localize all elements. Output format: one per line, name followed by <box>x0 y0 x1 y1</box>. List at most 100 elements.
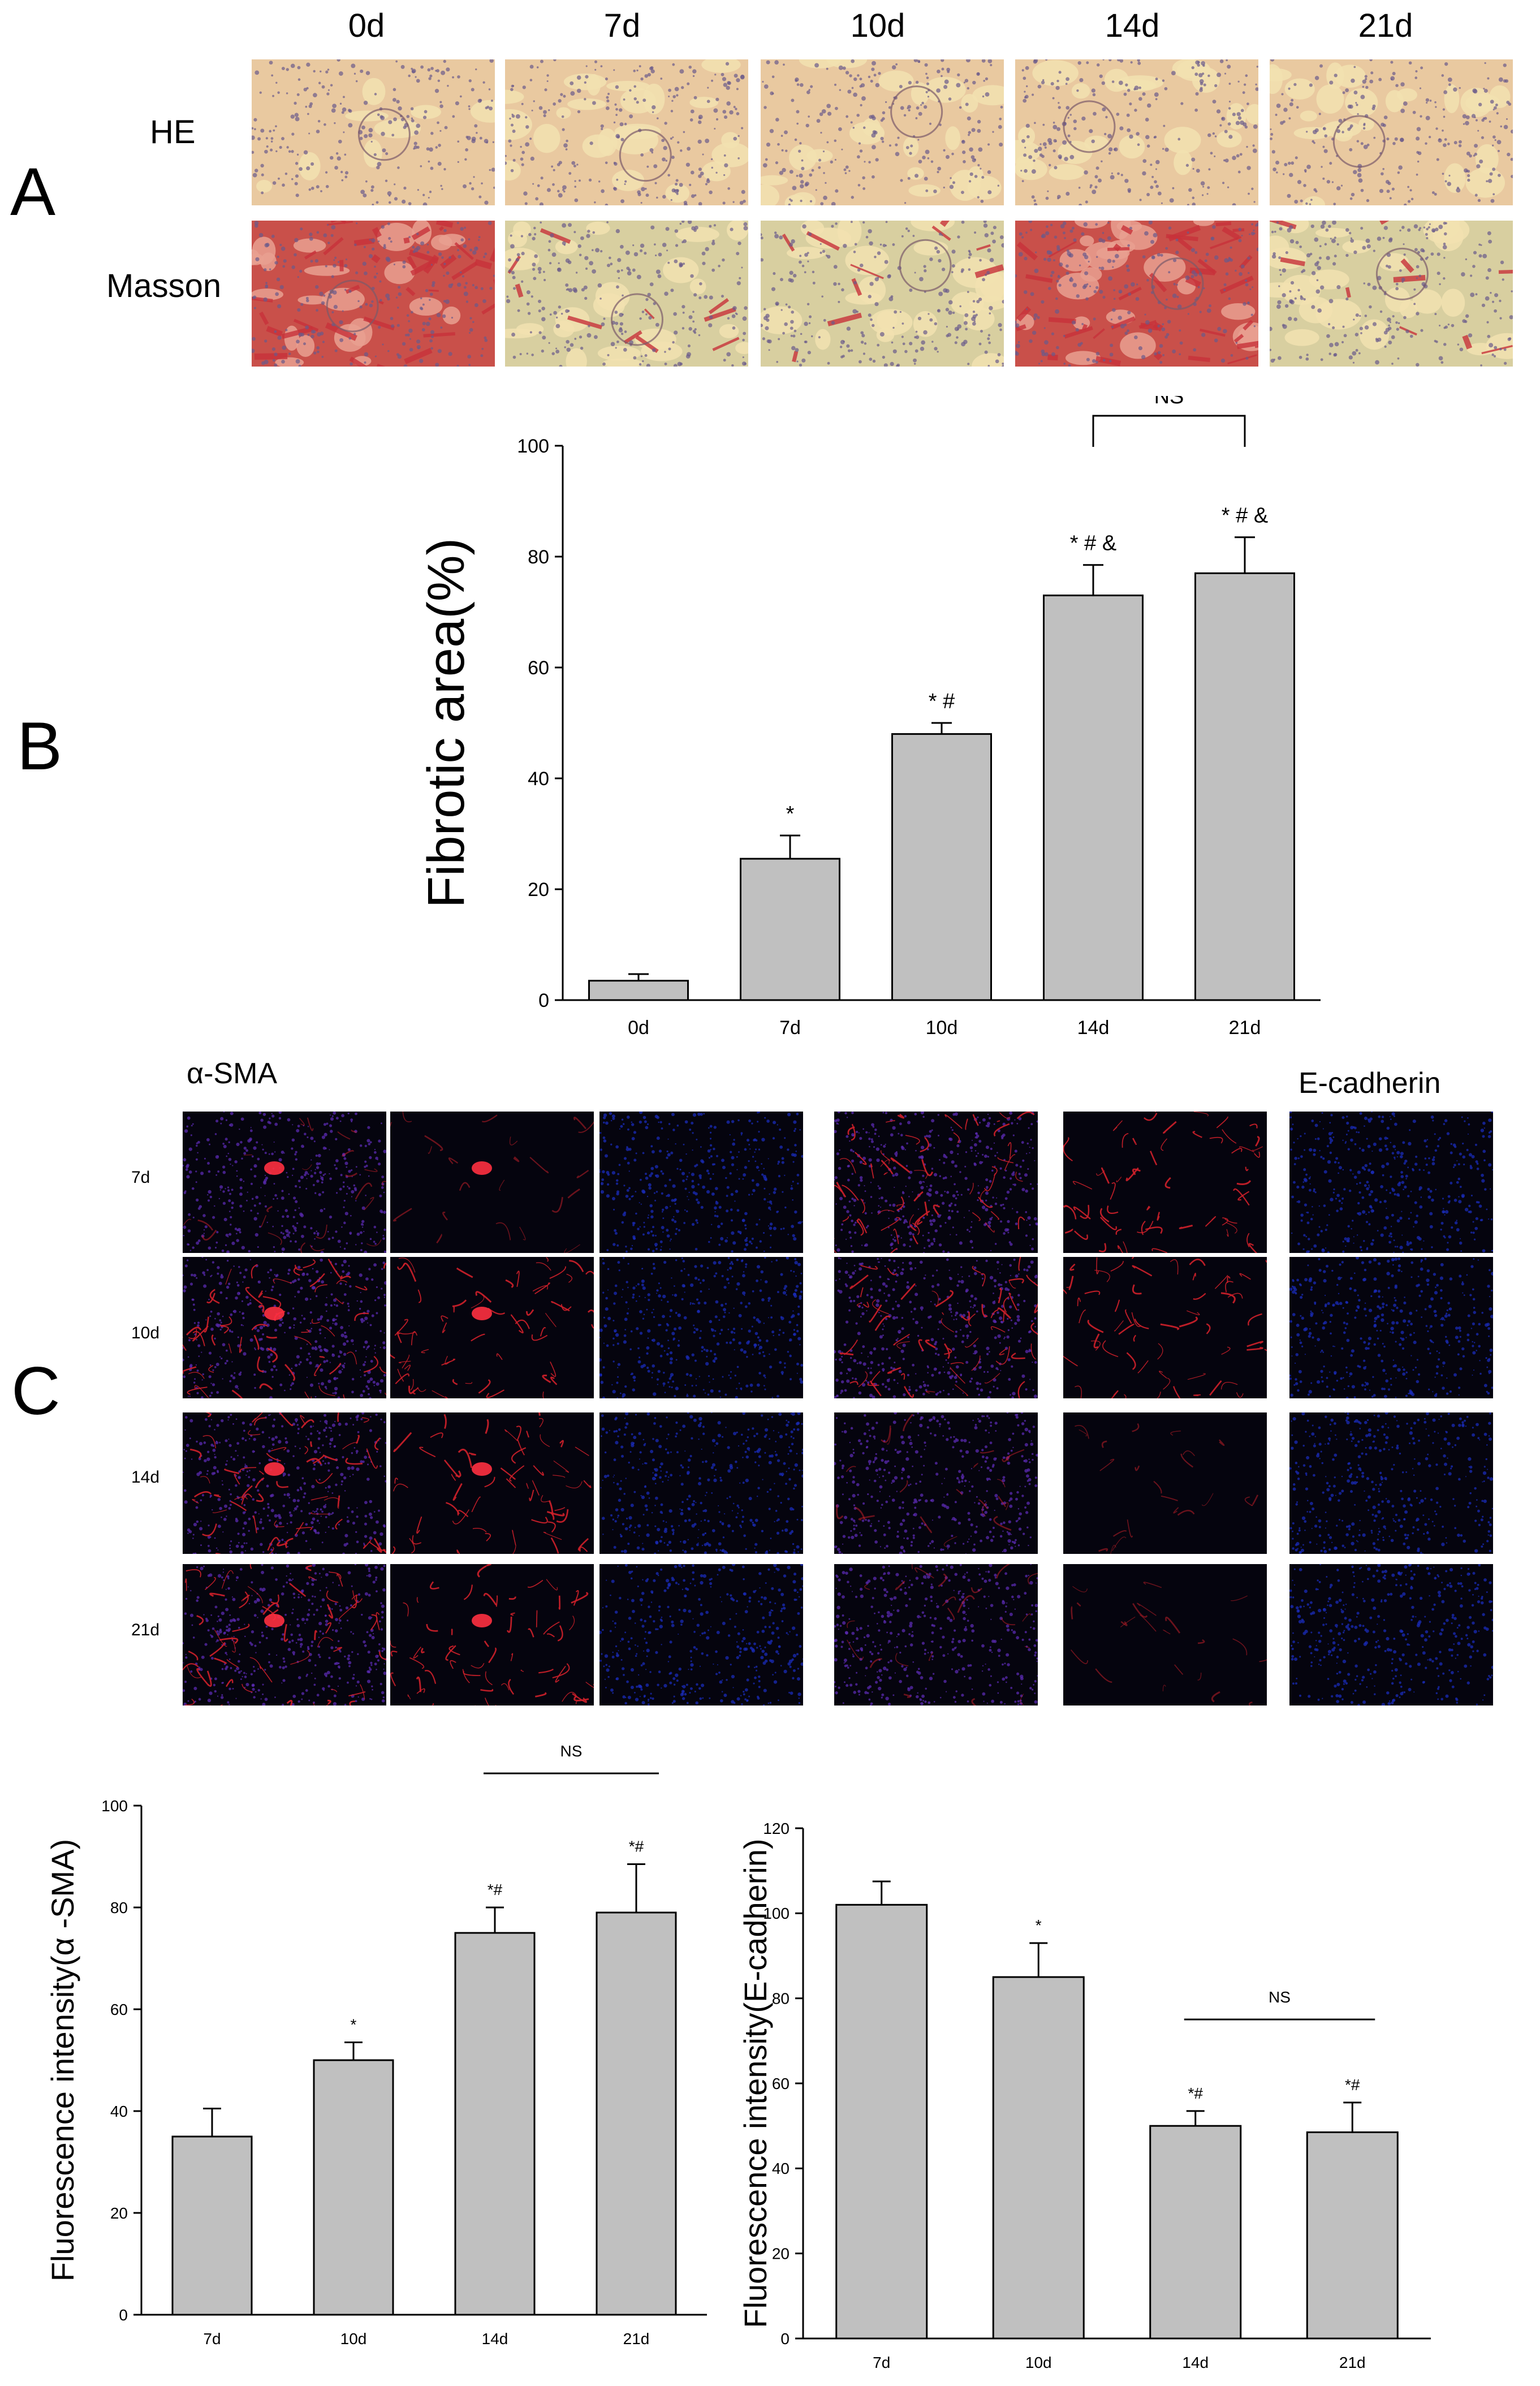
bar-21d <box>1306 2131 1399 2340</box>
fluorescence-tile-alpha-sma-dapi-21d <box>599 1564 803 1705</box>
fluorescence-tile-e-cadherin-merge-21d <box>834 1564 1038 1705</box>
significance-mark-21d: *# <box>1345 2076 1360 2094</box>
y-tick-label: 40 <box>772 2160 790 2177</box>
y-axis-label: Fluorescence intensity(E-cadherin) <box>737 1838 773 2328</box>
bar-14d <box>1043 595 1144 1001</box>
fluorescence-tile-e-cadherin-merge-14d <box>834 1412 1038 1554</box>
panel-c-row-label-7d: 7d <box>131 1168 150 1187</box>
y-tick-label: 0 <box>119 2306 128 2324</box>
fluorescence-tile-alpha-sma-signal-21d <box>390 1564 594 1705</box>
fluorescence-tile-alpha-sma-signal-14d <box>390 1412 594 1554</box>
bar-7d <box>835 1903 928 2340</box>
bar-7d <box>171 2135 253 2316</box>
panel-letter-a: A <box>10 154 56 230</box>
panel-c-row-label-14d: 14d <box>131 1468 160 1487</box>
significance-mark-14d: *# <box>488 1881 503 1898</box>
panel-a-col-label-0d: 0d <box>348 7 385 44</box>
panel-a-col-label-21d: 21d <box>1358 7 1413 44</box>
x-tick-label-10d: 10d <box>926 1017 958 1039</box>
x-tick-label-14d: 14d <box>1182 2354 1209 2371</box>
histology-tile-masson-0d <box>252 221 495 367</box>
ns-label: NS <box>1269 1988 1291 2006</box>
fluorescence-tile-alpha-sma-merge-7d <box>183 1112 386 1253</box>
y-axis-label: Fluorescence intensity(α -SMA) <box>45 1839 80 2281</box>
panel-c-label-e-cadherin: E-cadherin <box>1299 1067 1441 1100</box>
fluorescence-tile-alpha-sma-dapi-10d <box>599 1257 803 1398</box>
histology-tile-he-7d <box>505 59 748 205</box>
bar-10d <box>313 2059 394 2316</box>
y-tick-label: 100 <box>763 1905 790 1922</box>
fluorescence-tile-e-cadherin-signal-14d <box>1063 1412 1267 1554</box>
histology-tile-masson-21d <box>1270 221 1513 367</box>
fluorescence-tile-e-cadherin-dapi-10d <box>1289 1257 1493 1398</box>
fluorescence-tile-alpha-sma-signal-7d <box>390 1112 594 1253</box>
x-tick-label-10d: 10d <box>340 2330 367 2348</box>
histology-tile-he-14d <box>1015 59 1258 205</box>
alpha-sma-intensity-chart: 0 20 40 60 80 100 7d 10d * 14d *# 21d *# NS Fluorescen… <box>45 1742 707 2348</box>
y-tick-label: 120 <box>763 1820 790 1837</box>
x-tick-label-14d: 14d <box>482 2330 508 2348</box>
y-tick-label: 60 <box>772 2075 790 2092</box>
x-tick-label-7d: 7d <box>873 2354 890 2371</box>
significance-mark-7d: * <box>786 802 795 826</box>
y-tick-label: 20 <box>528 879 549 901</box>
fluorescence-tile-e-cadherin-signal-21d <box>1063 1564 1267 1705</box>
panel-a-row-label-masson: Masson <box>106 268 222 304</box>
fluorescence-tile-e-cadherin-dapi-14d <box>1289 1412 1493 1554</box>
y-axis-label: Fibrotic area(%) <box>417 538 475 908</box>
y-tick-label: 60 <box>110 2001 128 2018</box>
histology-tile-masson-10d <box>761 221 1004 367</box>
significance-mark-21d: * # & <box>1222 504 1268 528</box>
histology-tile-he-10d <box>761 59 1004 205</box>
panel-letter-c: C <box>11 1353 61 1429</box>
fluorescence-tile-e-cadherin-signal-10d <box>1063 1257 1267 1398</box>
y-tick-label: 40 <box>528 768 549 790</box>
panel-a-col-label-10d: 10d <box>850 7 905 44</box>
x-tick-label-10d: 10d <box>1025 2354 1052 2371</box>
x-tick-label-0d: 0d <box>628 1017 649 1039</box>
fluorescence-tile-e-cadherin-merge-10d <box>834 1257 1038 1398</box>
fluorescence-tile-alpha-sma-merge-10d <box>183 1257 386 1398</box>
y-tick-label: 80 <box>772 1989 790 2007</box>
histology-tile-he-21d <box>1270 59 1513 205</box>
ns-label: NS <box>560 1742 583 1760</box>
significance-mark-14d: * # & <box>1070 532 1116 555</box>
y-tick-label: 20 <box>110 2204 128 2222</box>
fluorescence-tile-alpha-sma-dapi-7d <box>599 1112 803 1253</box>
panel-c-row-label-21d: 21d <box>131 1621 160 1639</box>
ns-label: NS <box>1154 396 1184 408</box>
fluorescence-tile-alpha-sma-merge-14d <box>183 1412 386 1554</box>
bar-21d <box>596 1911 677 2316</box>
x-tick-label-7d: 7d <box>203 2330 221 2348</box>
x-tick-label-7d: 7d <box>779 1017 801 1039</box>
significance-mark-10d: * <box>1036 1916 1042 1934</box>
significance-mark-10d: * <box>351 2016 357 2034</box>
panel-a-col-label-7d: 7d <box>603 7 641 44</box>
y-tick-label: 0 <box>538 990 549 1011</box>
fluorescence-tile-e-cadherin-dapi-7d <box>1289 1112 1493 1253</box>
y-tick-label: 100 <box>517 436 549 457</box>
x-tick-label-21d: 21d <box>623 2330 650 2348</box>
y-tick-label: 80 <box>528 546 549 568</box>
histology-tile-he-0d <box>252 59 495 205</box>
fluorescence-tile-e-cadherin-dapi-21d <box>1289 1564 1493 1705</box>
significance-mark-21d: *# <box>629 1838 644 1855</box>
bar-10d <box>891 733 992 1001</box>
histology-tile-masson-7d <box>505 221 748 367</box>
panel-a-col-label-14d: 14d <box>1105 7 1160 44</box>
y-tick-label: 100 <box>101 1797 128 1815</box>
bar-21d <box>1194 572 1295 1001</box>
panel-c-row-label-10d: 10d <box>131 1324 160 1342</box>
fluorescence-tile-alpha-sma-signal-10d <box>390 1257 594 1398</box>
y-tick-label: 40 <box>110 2103 128 2120</box>
fluorescence-tile-e-cadherin-signal-7d <box>1063 1112 1267 1253</box>
bar-14d <box>1149 2125 1242 2340</box>
y-tick-label: 20 <box>772 2245 790 2262</box>
y-tick-label: 80 <box>110 1899 128 1916</box>
bar-14d <box>454 1932 536 2316</box>
fluorescence-tile-alpha-sma-dapi-14d <box>599 1412 803 1554</box>
panel-c-label-alpha-sma: α-SMA <box>187 1057 278 1090</box>
panel-a-row-label-he: HE <box>150 114 196 150</box>
fibrotic-area-chart: 0 20 40 60 80 100 0d 7d * 10d * # 14d * # & 21d * # & N… <box>417 396 1321 1039</box>
ns-bracket <box>1092 415 1246 447</box>
